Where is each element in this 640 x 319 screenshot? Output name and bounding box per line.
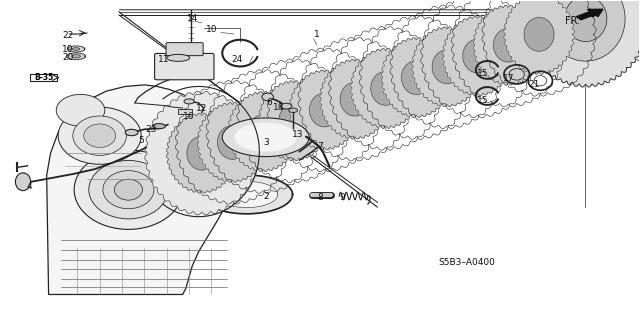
Bar — [178, 109, 192, 115]
Polygon shape — [473, 5, 544, 85]
Polygon shape — [463, 39, 493, 73]
Polygon shape — [145, 91, 259, 215]
Polygon shape — [200, 175, 292, 214]
Text: 7: 7 — [317, 142, 323, 151]
Polygon shape — [524, 18, 554, 51]
Polygon shape — [522, 0, 640, 87]
Text: 11: 11 — [158, 55, 170, 64]
FancyBboxPatch shape — [30, 74, 57, 81]
Ellipse shape — [58, 107, 141, 164]
Ellipse shape — [56, 94, 105, 126]
Text: 18: 18 — [273, 103, 284, 112]
Text: 22: 22 — [62, 31, 74, 40]
Polygon shape — [381, 38, 452, 117]
Polygon shape — [350, 48, 421, 128]
Text: 4: 4 — [27, 182, 32, 191]
Ellipse shape — [103, 171, 154, 209]
Polygon shape — [340, 82, 370, 116]
Text: 12: 12 — [196, 104, 207, 113]
Ellipse shape — [15, 173, 31, 191]
Ellipse shape — [546, 0, 625, 61]
Polygon shape — [67, 46, 85, 52]
Ellipse shape — [153, 123, 166, 129]
Text: 8: 8 — [317, 193, 323, 202]
Polygon shape — [371, 71, 401, 105]
Polygon shape — [248, 115, 278, 148]
Ellipse shape — [280, 103, 292, 109]
Polygon shape — [228, 92, 299, 172]
Polygon shape — [222, 118, 309, 157]
Text: 2: 2 — [263, 191, 269, 201]
Polygon shape — [187, 136, 217, 170]
Text: 15: 15 — [477, 96, 488, 105]
Ellipse shape — [72, 55, 81, 58]
Polygon shape — [215, 181, 278, 208]
Polygon shape — [310, 93, 339, 127]
Ellipse shape — [289, 108, 298, 113]
Polygon shape — [236, 123, 296, 151]
Text: 3: 3 — [263, 137, 269, 146]
Polygon shape — [67, 53, 86, 60]
Ellipse shape — [89, 160, 168, 219]
Text: FR.: FR. — [564, 16, 580, 26]
Text: 5: 5 — [138, 136, 144, 145]
Ellipse shape — [73, 116, 127, 155]
Text: 6: 6 — [266, 98, 272, 107]
Text: 14: 14 — [187, 14, 198, 23]
Polygon shape — [279, 104, 308, 137]
Polygon shape — [47, 85, 237, 294]
Ellipse shape — [115, 179, 143, 200]
Ellipse shape — [125, 129, 138, 136]
Text: 17: 17 — [502, 74, 514, 83]
Ellipse shape — [564, 0, 607, 41]
Ellipse shape — [184, 99, 194, 104]
Text: 16: 16 — [183, 112, 195, 121]
Ellipse shape — [152, 124, 213, 166]
Text: S5B3–A0400: S5B3–A0400 — [438, 258, 495, 267]
Ellipse shape — [262, 93, 273, 101]
Polygon shape — [442, 16, 513, 96]
Polygon shape — [493, 28, 524, 62]
Polygon shape — [289, 70, 360, 150]
Text: 10: 10 — [205, 25, 217, 34]
Polygon shape — [197, 102, 268, 182]
FancyArrow shape — [577, 9, 603, 20]
Ellipse shape — [72, 48, 80, 50]
FancyBboxPatch shape — [166, 43, 203, 56]
Text: 21: 21 — [528, 80, 540, 89]
Text: 19: 19 — [62, 45, 74, 55]
Ellipse shape — [165, 132, 200, 158]
Ellipse shape — [84, 124, 116, 147]
Text: 23: 23 — [145, 125, 156, 134]
Text: 13: 13 — [292, 130, 303, 138]
Polygon shape — [259, 81, 329, 161]
Text: 9: 9 — [339, 193, 345, 202]
Polygon shape — [320, 59, 390, 139]
Polygon shape — [432, 50, 462, 84]
Polygon shape — [401, 61, 431, 94]
Text: 15: 15 — [477, 69, 488, 78]
Ellipse shape — [167, 54, 189, 61]
Polygon shape — [218, 125, 248, 159]
Text: 20: 20 — [62, 53, 74, 62]
Text: 1: 1 — [314, 30, 320, 39]
Ellipse shape — [183, 50, 198, 55]
Polygon shape — [412, 27, 483, 107]
Text: B-35: B-35 — [34, 73, 53, 82]
Polygon shape — [166, 113, 237, 193]
Polygon shape — [504, 0, 575, 74]
Ellipse shape — [74, 150, 182, 229]
Text: 24: 24 — [231, 55, 243, 64]
FancyBboxPatch shape — [155, 53, 214, 80]
